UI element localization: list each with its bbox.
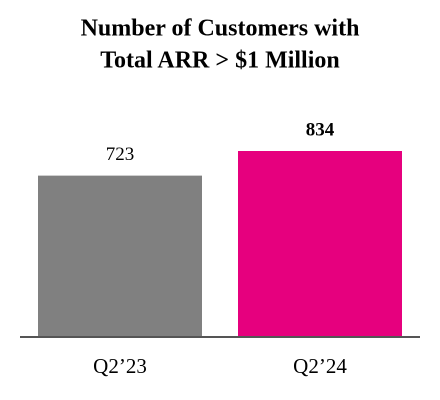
data-label: 723: [106, 144, 135, 165]
chart-title: Number of Customers with: [81, 16, 360, 42]
bar: [38, 175, 202, 336]
bar: [238, 151, 402, 336]
data-label: 834: [306, 119, 335, 140]
x-tick-label: Q2’23: [93, 354, 147, 378]
chart-title: Total ARR > $1 Million: [100, 48, 339, 74]
x-tick-label: Q2’24: [293, 354, 347, 378]
